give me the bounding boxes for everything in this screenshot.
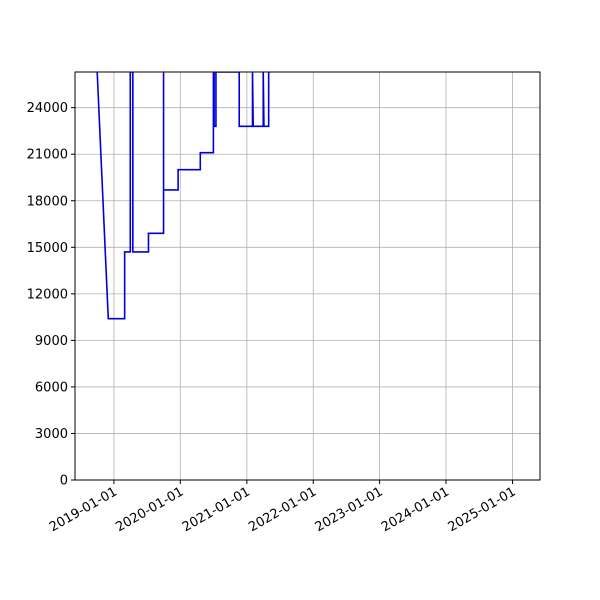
y-tick-label: 0	[60, 474, 68, 489]
y-tick-label: 3000	[35, 427, 68, 442]
series-layer	[96, 72, 271, 320]
plot-area	[75, 72, 540, 480]
y-tick-label: 15000	[27, 241, 68, 256]
plot-frame	[74, 71, 541, 481]
y-tick-label: 12000	[27, 287, 68, 302]
y-tick-label: 18000	[27, 194, 68, 209]
grid-lines	[75, 72, 540, 481]
y-axis: 0 3000 6000 9000 12000 15000 18000 21000 24000	[27, 101, 75, 489]
y-tick-label: 9000	[35, 334, 68, 349]
series-line	[96, 72, 271, 320]
y-tick-label: 24000	[27, 101, 68, 116]
y-tick-label: 21000	[27, 148, 68, 163]
y-tick-label: 6000	[35, 380, 68, 395]
